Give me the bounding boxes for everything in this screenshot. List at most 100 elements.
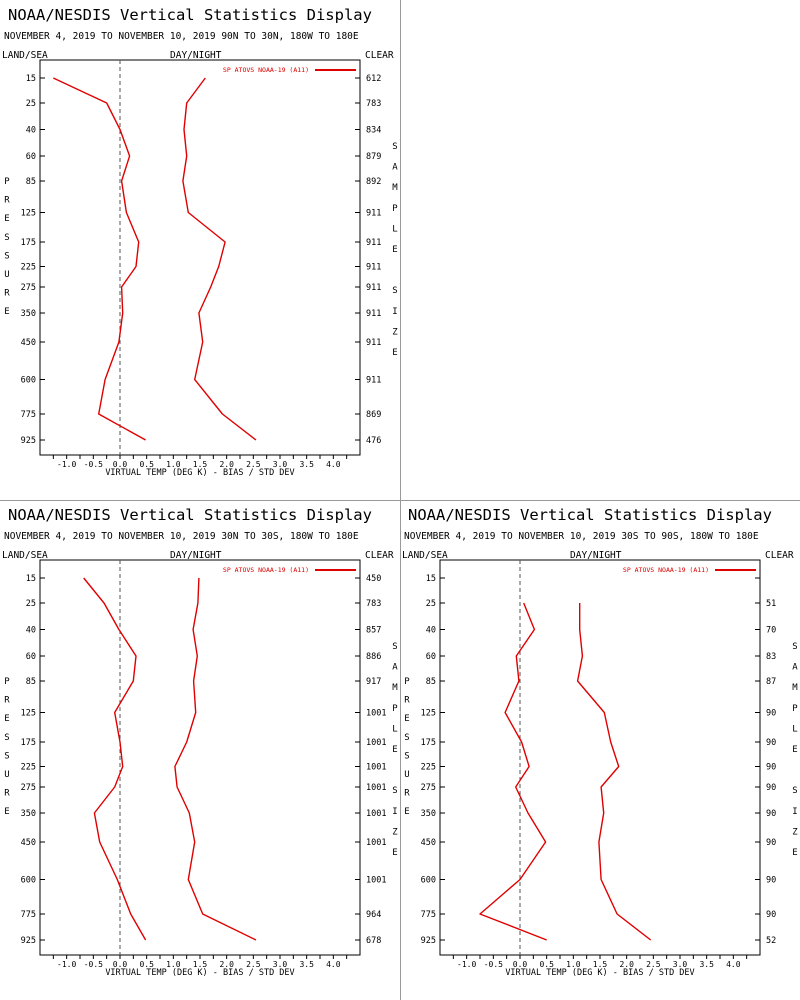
series-line-std-dev — [174, 577, 257, 941]
x-tick-label: 2.5 — [646, 960, 661, 969]
x-axis-label: VIRTUAL TEMP (DEG K) - BIAS / STD DEV — [505, 968, 694, 978]
header-clear: CLEAR — [765, 550, 794, 561]
pressure-axis-letter: S — [4, 233, 9, 243]
sample-size-label: 886 — [366, 652, 381, 662]
x-tick-label: 2.5 — [246, 460, 261, 469]
pressure-level-label: 175 — [21, 738, 36, 748]
sample-size-axis-letter: Z — [792, 827, 798, 837]
chart-subtitle: NOVEMBER 4, 2019 TO NOVEMBER 10, 2019 90… — [4, 31, 359, 42]
x-axis-label: VIRTUAL TEMP (DEG K) - BIAS / STD DEV — [105, 968, 294, 978]
x-tick-label: 1.5 — [193, 960, 208, 969]
sample-size-label: 1001 — [366, 876, 386, 886]
x-tick-label: 3.5 — [299, 960, 314, 969]
sample-size-axis-letter: E — [392, 745, 397, 755]
x-tick-label: 0.5 — [139, 460, 154, 469]
pressure-level-label: 350 — [421, 809, 436, 819]
sample-size-label: 879 — [366, 152, 381, 162]
sample-size-label: 90 — [766, 910, 776, 920]
pressure-level-label: 925 — [21, 436, 36, 446]
x-tick-label: -0.5 — [84, 960, 103, 969]
pressure-level-label: 85 — [26, 177, 36, 187]
pressure-level-label: 450 — [21, 838, 36, 848]
header-land-sea: LAND/SEA — [402, 550, 448, 561]
x-tick-label: -1.0 — [57, 960, 76, 969]
x-tick-label: 3.0 — [273, 460, 288, 469]
sample-size-label: 90 — [766, 738, 776, 748]
pressure-level-label: 275 — [421, 783, 436, 793]
pressure-level-label: 175 — [421, 738, 436, 748]
sample-size-label: 70 — [766, 626, 776, 636]
pressure-axis-letter: S — [404, 733, 409, 743]
x-axis-label: VIRTUAL TEMP (DEG K) - BIAS / STD DEV — [105, 468, 294, 478]
chart-panel-1: NOAA/NESDIS Vertical Statistics Display N… — [2, 6, 398, 478]
pressure-level-label: 85 — [26, 677, 36, 687]
pressure-level-label: 40 — [26, 626, 36, 636]
x-tick-label: 0.5 — [139, 960, 154, 969]
pressure-axis-letter: S — [4, 751, 9, 761]
pressure-axis-letter: P — [4, 677, 10, 687]
sample-size-label: 1001 — [366, 763, 386, 773]
header-day-night: DAY/NIGHT — [170, 50, 222, 61]
sample-size-axis-letter: E — [392, 245, 397, 255]
sample-size-axis-letter: E — [792, 745, 797, 755]
pressure-axis-letter: P — [4, 177, 10, 187]
sample-size-axis-letter: S — [392, 286, 397, 296]
sample-size-label: 783 — [366, 99, 381, 109]
legend-label: SP ATOVS NOAA-19 (A11) — [223, 66, 309, 74]
chart-title: NOAA/NESDIS Vertical Statistics Display — [408, 506, 772, 524]
pressure-level-label: 350 — [21, 309, 36, 319]
pressure-level-label: 275 — [21, 283, 36, 293]
pressure-level-label: 450 — [421, 838, 436, 848]
series-line-bias — [479, 602, 547, 941]
sample-size-label: 869 — [366, 410, 381, 420]
sample-size-axis-letter: I — [792, 807, 797, 817]
sample-size-label: 911 — [366, 376, 381, 386]
x-tick-label: 0.0 — [513, 960, 528, 969]
x-tick-label: 3.5 — [299, 460, 314, 469]
pressure-axis-letter: R — [404, 696, 410, 706]
x-tick-label: 4.0 — [726, 960, 741, 969]
pressure-level-label: 15 — [26, 74, 36, 84]
pressure-level-label: 925 — [21, 936, 36, 946]
series-line-std-dev — [182, 77, 257, 441]
sample-size-label: 964 — [366, 910, 381, 920]
pressure-axis-letter: S — [4, 733, 9, 743]
pressure-level-label: 350 — [21, 809, 36, 819]
x-tick-label: -0.5 — [484, 960, 503, 969]
header-land-sea: LAND/SEA — [2, 550, 48, 561]
chart-title: NOAA/NESDIS Vertical Statistics Display — [8, 506, 372, 524]
sample-size-label: 911 — [366, 238, 381, 248]
x-tick-label: 3.5 — [699, 960, 714, 969]
pressure-level-label: 25 — [26, 99, 36, 109]
pressure-axis-letter: U — [404, 770, 409, 780]
pressure-axis-letter: S — [4, 251, 9, 261]
plot-frame — [39, 59, 361, 456]
sample-size-label: 52 — [766, 936, 776, 946]
x-tick-label: 0.0 — [113, 460, 128, 469]
pressure-axis-letter: E — [4, 807, 9, 817]
pressure-axis-letter: R — [4, 696, 10, 706]
sample-size-label: 911 — [366, 209, 381, 219]
x-tick-label: 0.5 — [539, 960, 554, 969]
x-tick-label: 1.5 — [593, 960, 608, 969]
pressure-axis-letter: R — [4, 196, 10, 206]
sample-size-label: 90 — [766, 876, 776, 886]
series-line-bias — [53, 77, 146, 441]
sample-size-label: 1001 — [366, 783, 386, 793]
x-tick-label: 3.0 — [673, 960, 688, 969]
sample-size-axis-letter: I — [392, 307, 397, 317]
sample-size-axis-letter: S — [392, 142, 397, 152]
x-tick-label: 2.0 — [219, 460, 234, 469]
header-day-night: DAY/NIGHT — [170, 550, 222, 561]
sample-size-label: 1001 — [366, 709, 386, 719]
sample-size-label: 87 — [766, 677, 776, 687]
x-tick-label: 4.0 — [326, 460, 341, 469]
header-clear: CLEAR — [365, 550, 394, 561]
pressure-axis-letter: R — [4, 789, 10, 799]
chart-title: NOAA/NESDIS Vertical Statistics Display — [8, 6, 372, 24]
plot-frame — [439, 559, 761, 956]
sample-size-label: 911 — [366, 309, 381, 319]
sample-size-label: 917 — [366, 677, 381, 687]
pressure-level-label: 125 — [421, 709, 436, 719]
sample-size-label: 90 — [766, 709, 776, 719]
